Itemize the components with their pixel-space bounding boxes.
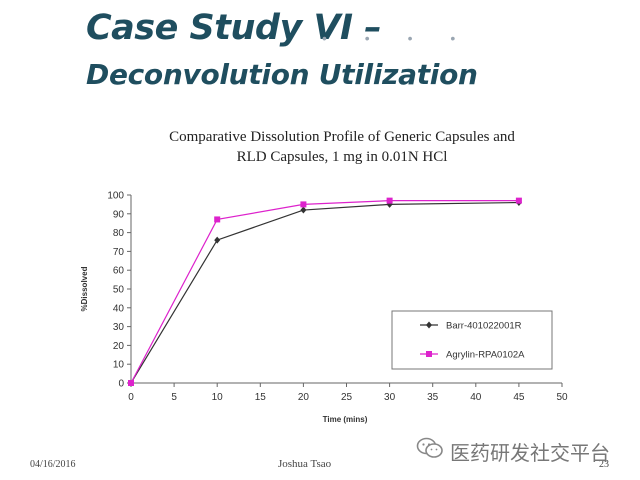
y-tick-label: 40 xyxy=(113,303,125,314)
x-tick-label: 45 xyxy=(513,392,525,403)
chart-title: Comparative Dissolution Profile of Gener… xyxy=(169,129,515,145)
y-tick-label: 20 xyxy=(113,341,125,352)
y-tick-label: 100 xyxy=(107,191,124,202)
y-axis-label: %Dissolved xyxy=(80,266,89,311)
watermark-text: 医药研发社交平台 xyxy=(450,441,610,465)
data-point xyxy=(300,206,307,214)
y-tick-label: 50 xyxy=(113,285,125,296)
x-tick-label: 20 xyxy=(298,392,310,403)
slide-title: Case Study VI – xyxy=(86,8,382,48)
data-point xyxy=(300,201,307,208)
dissolution-chart: Comparative Dissolution Profile of Gener… xyxy=(80,129,568,424)
footer-date: 04/16/2016 xyxy=(30,459,76,470)
legend-box xyxy=(391,310,553,370)
wechat-icon xyxy=(416,437,443,458)
data-point xyxy=(515,197,522,204)
y-tick-label: 90 xyxy=(113,209,125,220)
legend-label: Agrylin-RPA0102A xyxy=(446,350,525,361)
y-tick-label: 10 xyxy=(113,360,125,371)
chart-subtitle: RLD Capsules, 1 mg in 0.01N HCl xyxy=(237,149,448,165)
y-tick-label: 60 xyxy=(113,266,125,277)
data-point xyxy=(386,197,393,204)
footer-page-number: 23 xyxy=(599,459,609,470)
data-point xyxy=(128,380,134,386)
x-tick-label: 15 xyxy=(255,392,267,403)
footer-author: Joshua Tsao xyxy=(278,458,332,470)
x-axis-label: Time (mins) xyxy=(323,415,368,424)
legend-marker xyxy=(426,351,432,357)
x-tick-label: 30 xyxy=(384,392,396,403)
y-tick-label: 80 xyxy=(113,228,125,239)
y-tick-label: 30 xyxy=(113,322,125,333)
data-point xyxy=(214,216,221,223)
x-tick-label: 25 xyxy=(341,392,353,403)
x-tick-label: 50 xyxy=(556,392,568,403)
y-tick-label: 0 xyxy=(118,379,124,390)
slide-subtitle: Deconvolution Utilization xyxy=(86,58,478,91)
x-tick-label: 5 xyxy=(171,392,177,403)
legend-label: Barr-401022001R xyxy=(446,321,522,332)
decorative-dots: • • • • xyxy=(322,30,473,46)
y-tick-label: 70 xyxy=(113,247,125,258)
x-tick-label: 40 xyxy=(470,392,482,403)
legend-marker xyxy=(426,321,432,329)
data-point xyxy=(214,236,221,244)
x-tick-label: 35 xyxy=(427,392,439,403)
x-tick-label: 0 xyxy=(128,392,134,403)
x-tick-label: 10 xyxy=(212,392,224,403)
